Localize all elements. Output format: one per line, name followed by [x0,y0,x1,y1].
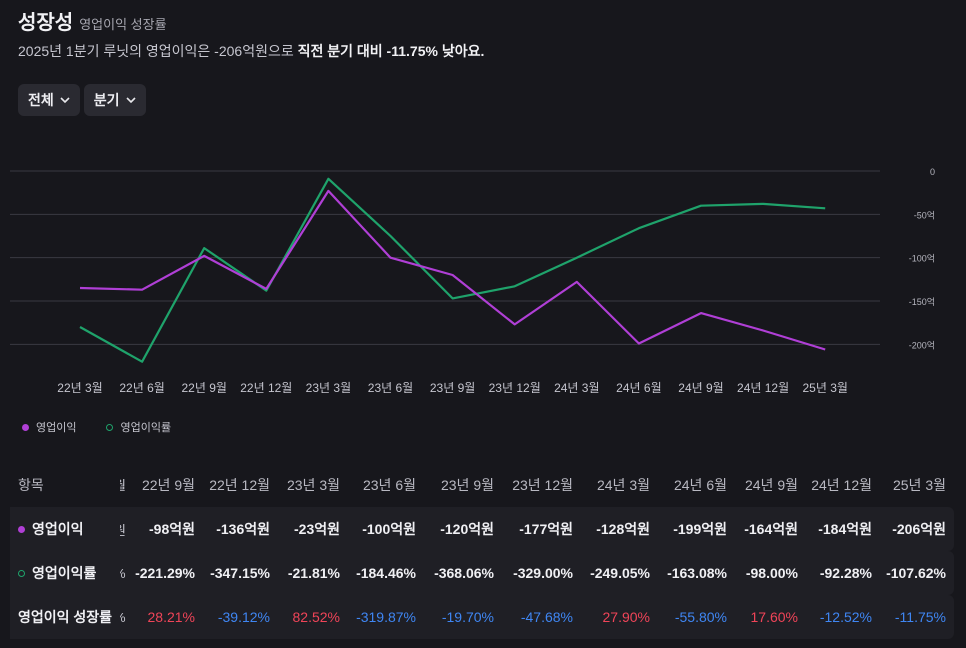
table-cell: 82.52% [292,609,340,625]
legend-operating-profit[interactable]: 영업이익 [22,419,76,435]
table-cell: -136억원 [216,521,270,537]
table-cell: -206억원 [892,521,946,537]
operating-profit-line [79,189,826,351]
x-tick-label: 22년 3월 [57,381,102,395]
table-cell: -47.68% [520,609,573,625]
column-header: 24년 3월 [596,476,650,493]
column-header: 24년 6월 [673,476,727,493]
x-tick-label: 23년 12월 [489,381,541,395]
chevron-down-icon [125,96,136,103]
table-cell: -221.29% [135,565,195,581]
table-cell: -368.06% [434,565,494,581]
table-cell: -107.62% [886,565,946,581]
column-header: 24년 12월 [811,476,872,493]
x-tick-label: 24년 12월 [737,381,789,395]
column-header: 23년 6월 [362,476,416,493]
column-header: 22년 9월 [141,476,195,493]
table-cell: -164억원 [744,521,798,537]
x-tick-label: 22년 12월 [240,381,292,395]
legend-operating-margin[interactable]: 영업이익률 [106,419,171,435]
operating-profit-chart: 0 -50억 -100억 -150억 -200억 22년 3월 22년 6월 22년 9월 22… [10,167,935,395]
column-header: 23년 3월 [286,476,340,493]
table-cell: 27.90% [602,609,650,625]
table-cell: -12.52% [819,609,872,625]
section-header: 성장성 영업이익 성장률 [18,6,167,35]
row-label-text: 영업이익 성장률 [18,609,113,625]
table-cell: -98억원 [149,521,195,537]
period-filter-label: 분기 [93,92,120,108]
column-header: 24년 9월 [744,476,798,493]
legend-label: 영업이익률 [120,422,172,434]
row-label: 영업이익률 [10,551,120,595]
chart-legend: 영업이익 영업이익률 [22,419,171,435]
legend-dot-operating-profit [22,423,29,431]
y-tick-label: -50억 [914,209,935,220]
operating-margin-line [79,177,826,363]
row-label: 영업이익 [10,507,120,551]
section-title: 성장성 [18,12,74,34]
table-row: 영업이익원-98억원-136억원-23억원-100억원-120억원-177억원-… [10,507,954,551]
scope-filter-label: 전체 [28,92,54,108]
x-tick-label: 25년 3월 [802,381,847,395]
x-tick-label: 24년 3월 [554,381,599,395]
x-tick-label: 23년 3월 [306,381,351,395]
x-tick-label: 24년 6월 [616,381,661,395]
filter-bar: 전체 분기 [18,84,146,116]
x-tick-label: 22년 6월 [119,381,164,395]
x-tick-label: 23년 9월 [430,381,475,395]
y-tick-label: 0 [930,167,935,177]
y-tick-label: -150억 [909,296,935,307]
column-header: 23년 12월 [512,476,573,493]
table-cell: -163.08% [667,565,727,581]
y-tick-label: -100억 [909,253,935,264]
header-label: 항목 [10,462,120,507]
table-cell: -329.00% [513,565,573,581]
summary-prefix: 2025년 1분기 루닛의 영업이익은 -206억원으로 [18,43,298,59]
table-row: 영업이익 성장률%28.21%-39.12%82.52%-319.87%-19.… [10,595,954,639]
scope-filter-button[interactable]: 전체 [18,84,80,116]
table-cell: 28.21% [147,609,195,625]
legend-label: 영업이익 [36,422,77,434]
x-tick-label: 24년 9월 [678,381,723,395]
chevron-down-icon [60,96,70,103]
table-cell: -98.00% [745,565,798,581]
table-cell: -177억원 [519,521,573,537]
table-cell: -55.80% [674,609,727,625]
summary-text: 2025년 1분기 루닛의 영업이익은 -206억원으로 직전 분기 대비 -1… [18,41,484,61]
x-tick-label: 23년 6월 [368,381,413,395]
table-cell: -319.87% [356,609,416,625]
table-cell: -21.81% [287,565,340,581]
column-header: 25년 3월 [892,476,946,493]
period-filter-button[interactable]: 분기 [83,84,146,116]
table-cell: -19.70% [441,609,494,625]
table-cell: 17.60% [750,609,798,625]
row-label-text: 영업이익률 [32,565,97,581]
row-label-text: 영업이익 [32,521,84,537]
column-header: 23년 9월 [440,476,494,493]
table-cell: -100억원 [362,521,416,537]
table-cell: -23억원 [294,521,340,537]
row-dot-operating-profit [18,525,25,533]
legend-dot-operating-margin [106,423,114,431]
y-tick-label: -200억 [909,339,935,350]
table-cell: -199억원 [673,521,727,537]
table-cell: -347.15% [210,565,270,581]
table-cell: -184.46% [356,565,416,581]
column-header: 22년 12월 [209,476,270,493]
summary-highlight: 직전 분기 대비 -11.75% 낮아요. [297,43,485,59]
table-cell: -249.05% [590,565,650,581]
x-tick-label: 22년 9월 [181,381,226,395]
table-cell: -39.12% [217,609,270,625]
row-label: 영업이익 성장률 [10,595,120,639]
table-row: 영업이익률%-221.29%-347.15%-21.81%-184.46%-36… [10,551,954,595]
table-cell: -11.75% [894,609,946,625]
table-cell: -92.28% [819,565,872,581]
section-subtitle: 영업이익 성장률 [79,17,167,32]
table-cell: -128억원 [596,521,650,537]
table-cell: -184억원 [818,521,872,537]
table-cell: -120억원 [440,521,494,537]
row-dot-operating-margin [18,569,25,577]
